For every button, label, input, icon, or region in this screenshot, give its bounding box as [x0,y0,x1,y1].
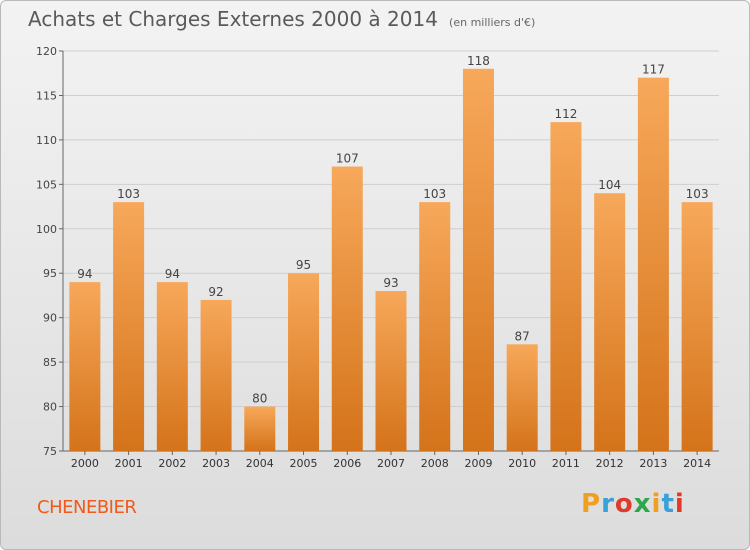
bar [506,344,538,451]
y-tick-label: 90 [43,312,57,325]
brand-letter: t [661,489,675,519]
bar-value-label: 118 [467,54,490,68]
bar-value-label: 103 [117,187,140,201]
bar-value-label: 104 [598,178,621,192]
bar-value-label: 112 [554,107,577,121]
bar [156,282,188,451]
bar-value-label: 92 [208,285,223,299]
y-tick-label: 115 [36,89,57,102]
x-tick-label: 2011 [552,457,580,470]
bar-value-label: 103 [423,187,446,201]
y-tick-label: 80 [43,401,57,414]
bar [375,291,407,451]
bar [288,273,320,451]
y-tick-label: 75 [43,445,57,458]
x-tick-label: 2004 [246,457,274,470]
x-tick-label: 2006 [333,457,361,470]
y-tick-label: 100 [36,223,57,236]
bar-value-label: 103 [686,187,709,201]
chart-title: Achats et Charges Externes 2000 à 2014 [28,7,438,31]
x-tick-label: 2005 [290,457,318,470]
bar-value-label: 94 [165,267,180,281]
x-tick-label: 2003 [202,457,230,470]
bar-value-label: 94 [77,267,92,281]
bar [637,77,669,452]
bar-value-label: 80 [252,392,267,406]
x-tick-label: 2014 [683,457,711,470]
bar-value-label: 87 [515,329,530,343]
x-tick-label: 2012 [596,457,624,470]
bar [594,193,626,451]
bar-value-label: 107 [336,152,359,166]
x-tick-label: 2000 [71,457,99,470]
y-tick-label: 95 [43,267,57,280]
bar [681,202,713,451]
x-tick-label: 2007 [377,457,405,470]
bar [331,166,363,452]
chart-title-block: Achats et Charges Externes 2000 à 2014 (… [28,7,535,31]
brand-letter: i [651,489,662,519]
brand-letter: x [633,489,652,519]
chart-subtitle: (en milliers d'€) [449,16,536,29]
bar [200,299,232,451]
bar [462,68,494,452]
proxiti-logo: Proxiti [581,489,685,519]
bar-value-label: 117 [642,63,665,77]
x-tick-label: 2009 [464,457,492,470]
y-tick-label: 105 [36,178,57,191]
x-tick-label: 2013 [639,457,667,470]
bar-value-label: 95 [296,258,311,272]
x-tick-label: 2010 [508,457,536,470]
bar [113,202,145,451]
x-tick-label: 2001 [115,457,143,470]
bar [550,122,582,451]
brand-letter: i [674,489,685,519]
bar [69,282,101,451]
commune-name: CHENEBIER [37,497,137,518]
y-tick-label: 120 [36,45,57,58]
bar-value-label: 93 [383,276,398,290]
bar [419,202,451,451]
bar [244,406,276,451]
x-tick-label: 2002 [158,457,186,470]
y-tick-label: 110 [36,134,57,147]
brand-letter: o [614,489,634,519]
brand-letter: P [581,489,602,519]
brand-letter: r [601,489,615,519]
y-tick-label: 85 [43,356,57,369]
x-tick-label: 2008 [421,457,449,470]
